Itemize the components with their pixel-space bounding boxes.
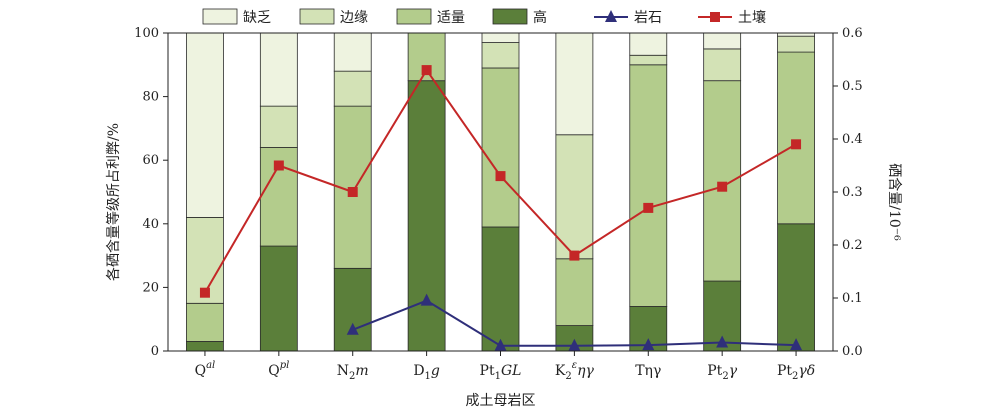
legend-marker [710, 12, 720, 22]
bar-segment [259, 245, 298, 352]
legend-swatch [202, 8, 238, 25]
y-axis-title: 各硒含量等级所占利弊/% [105, 123, 122, 281]
bar-segment [333, 32, 372, 72]
y2-tick-label: 0.0 [842, 344, 863, 359]
point-marker [421, 65, 432, 76]
bar-segment [629, 64, 668, 307]
y-tick-label: 20 [142, 280, 159, 295]
legend-label: 缺乏 [243, 10, 271, 26]
point-marker [790, 338, 803, 351]
bar-segment [186, 341, 224, 352]
bar-segment [186, 302, 224, 342]
point-marker [716, 335, 729, 348]
y2-axis-title: 硒含量/10⁻⁶ [886, 163, 902, 241]
bar-segment [629, 54, 668, 66]
category-labels: Qal Qpl N2m D1g Pt1GL K2εηγ Tηγ Pt2γ Pt2γδ [195, 351, 815, 382]
x-axis-title: 成土母岩区 [466, 393, 536, 409]
point-marker [420, 293, 433, 306]
bar-segment [333, 70, 372, 107]
point-marker [643, 202, 654, 213]
bar-segment [777, 35, 815, 53]
bar-segment [259, 32, 298, 107]
bar-segment [629, 32, 668, 56]
point-marker [569, 250, 580, 261]
bar-segment [703, 80, 742, 282]
bar-segment [481, 226, 520, 352]
x-tick-label: Qpl [268, 360, 289, 379]
point-marker [494, 338, 507, 351]
bar-segment [186, 32, 224, 218]
point-marker [273, 160, 284, 171]
bar-segment [481, 42, 520, 69]
point-marker [346, 322, 359, 335]
bars-layer [186, 32, 815, 352]
bar-segment [407, 80, 446, 352]
bar-segment [777, 51, 815, 225]
y2-tick-label: 0.1 [842, 291, 863, 306]
point-marker [347, 187, 358, 197]
legend-label: 岩石 [634, 10, 662, 26]
legend-label: 边缘 [340, 10, 368, 26]
y2-tick-label: 0.2 [842, 238, 863, 253]
x-tick-label: Pt2γδ [777, 363, 815, 382]
y2-tick-label: 0.4 [842, 132, 863, 147]
y-tick-label: 0 [151, 344, 159, 359]
x-tick-label: Tηγ [635, 363, 661, 379]
point-marker [642, 338, 655, 351]
legend-label: 高 [533, 9, 547, 26]
bar-segment [703, 32, 742, 50]
y2-tick-label: 0.3 [842, 185, 863, 200]
x-tick-label: Pt1GL [480, 363, 522, 382]
lines-layer [199, 65, 803, 351]
left-axis-ticks: 0 20 40 60 80 100 [134, 26, 168, 359]
bar-segment [481, 32, 520, 43]
legend: 缺乏 边缘 适量 高 岩石 土壤 [202, 8, 766, 26]
bar-segment [777, 223, 815, 352]
y-tick-label: 60 [142, 153, 159, 168]
bar-segment [555, 32, 594, 136]
point-marker [791, 139, 802, 150]
bar-segment [555, 258, 594, 326]
point-marker [199, 287, 210, 298]
y-tick-label: 100 [134, 26, 159, 41]
point-marker [495, 171, 506, 182]
legend-label: 适量 [437, 10, 465, 26]
x-tick-label: N2m [337, 363, 369, 382]
bar-segment [333, 267, 372, 352]
x-tick-label: Pt2γ [707, 363, 737, 382]
point-marker [717, 181, 728, 192]
legend-swatch [299, 8, 335, 25]
y2-tick-label: 0.6 [842, 26, 863, 41]
bar-segment [555, 134, 594, 260]
y-tick-label: 40 [142, 217, 159, 232]
y2-tick-label: 0.5 [842, 79, 863, 94]
point-marker [568, 338, 581, 351]
legend-label: 土壤 [738, 9, 766, 26]
bar-segment [703, 48, 742, 82]
x-tick-label: D1g [413, 363, 440, 382]
bar-segment [259, 105, 298, 148]
bar-segment [481, 67, 520, 228]
right-axis-ticks: 0.0 0.1 0.2 0.3 0.4 0.5 0.6 [833, 26, 863, 359]
legend-swatch [396, 8, 432, 25]
legend-marker [605, 10, 617, 22]
x-tick-label: Qal [195, 360, 216, 379]
y-tick-label: 80 [142, 90, 159, 105]
x-tick-label: K2εηγ [555, 360, 595, 382]
legend-swatch [492, 8, 528, 25]
